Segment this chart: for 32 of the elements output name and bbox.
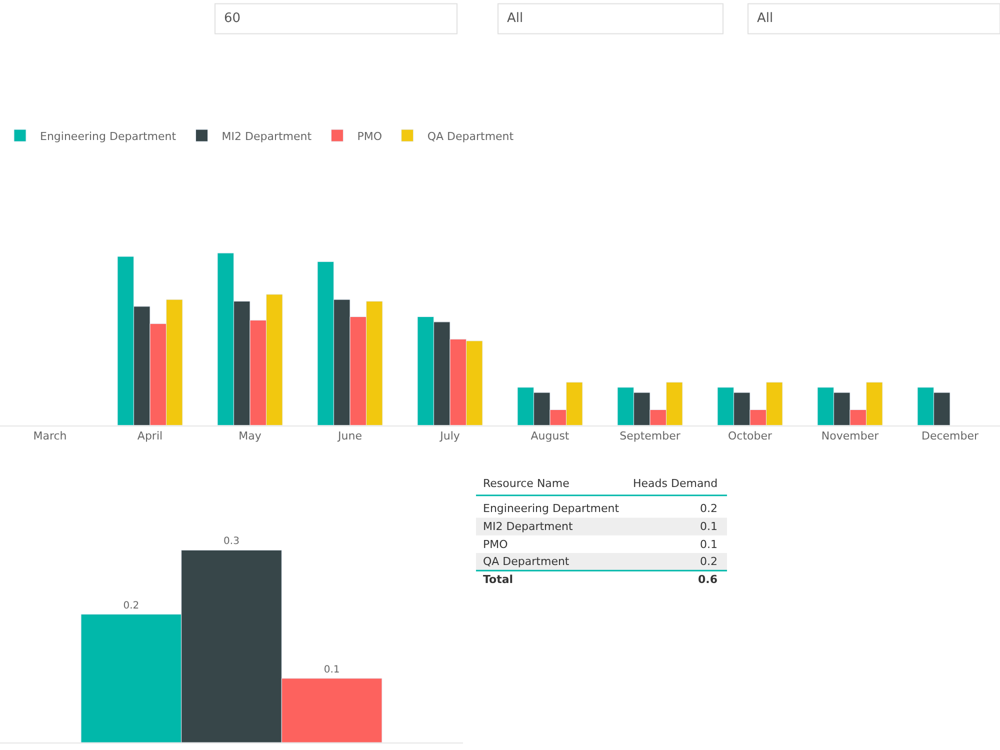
text: Engineering Department — [483, 502, 620, 515]
x-tick-label: May — [238, 429, 262, 442]
text: PMO — [483, 538, 508, 551]
x-tick-label: November — [821, 429, 880, 442]
x-tick-label: April — [137, 429, 163, 442]
text: Total — [483, 573, 514, 586]
x-tick-label: October — [728, 429, 772, 442]
legend-label: PMO — [357, 130, 382, 143]
text: All — [757, 11, 774, 26]
text: 0.1 — [700, 520, 718, 533]
x-tick-label: August — [530, 429, 570, 442]
legend-label: MI2 Department — [222, 130, 312, 143]
x-tick-label: September — [620, 429, 681, 442]
text: Heads Demand — [633, 477, 718, 490]
text: 0.6 — [698, 573, 718, 586]
text: 0.2 — [700, 555, 718, 568]
text: QA Department — [483, 555, 570, 568]
data-label: 0.2 — [123, 600, 140, 612]
data-label: 0.1 — [324, 664, 340, 676]
text: Resource Name — [483, 477, 570, 490]
x-tick-label: July — [439, 429, 460, 442]
text: 60 — [224, 11, 241, 26]
text: MI2 Department — [483, 520, 574, 533]
text: 0.2 — [700, 502, 718, 515]
x-tick-label: March — [33, 429, 67, 442]
legend-label: QA Department — [427, 130, 514, 143]
x-tick-label: December — [921, 429, 979, 442]
data-label: 0.3 — [224, 536, 240, 548]
text: 0.1 — [700, 538, 718, 551]
text: All — [507, 11, 524, 26]
x-tick-label: June — [337, 429, 362, 442]
legend-label: Engineering Department — [40, 130, 177, 143]
